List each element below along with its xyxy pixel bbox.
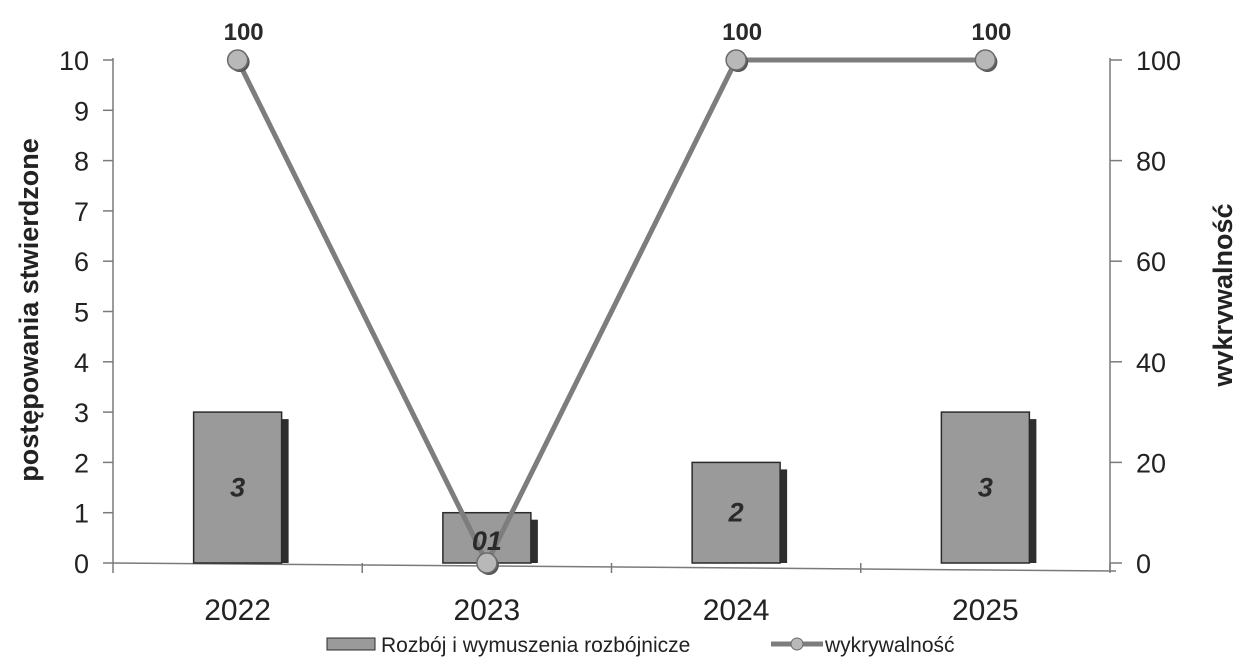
bar-value-label: 2: [728, 498, 744, 528]
bar: [442, 511, 532, 564]
y2-tick-label: 20: [1136, 448, 1166, 478]
legend-line-marker: [790, 637, 804, 651]
x-tick-label: 2023: [454, 594, 521, 627]
y-tick-label: 5: [74, 298, 89, 328]
line-path: [235, 57, 986, 569]
bar: [192, 411, 283, 564]
line-marker: [725, 49, 747, 71]
point-value-label: 100: [722, 19, 762, 46]
x-tick-label: 2022: [204, 594, 271, 627]
point-value-label: 100: [971, 19, 1011, 46]
line-series: [226, 49, 998, 575]
x-tick-label: 2024: [703, 594, 770, 627]
legend-bar-swatch: [326, 637, 376, 651]
legend: Rozbój i wymuszenia rozbójnicze wykrywaln…: [326, 634, 955, 657]
line-marker: [476, 552, 498, 574]
y-tick-label: 7: [74, 197, 89, 227]
bar-series: [192, 411, 1037, 564]
y-tick-label: 3: [74, 398, 89, 428]
legend-label-bars: Rozbój i wymuszenia rozbójnicze: [381, 634, 690, 657]
y2-tick-label: 0: [1136, 549, 1151, 579]
bar-value-label: 3: [230, 473, 245, 503]
y2-tick-label: 80: [1136, 147, 1166, 177]
y-tick-label: 10: [59, 46, 89, 76]
y-tick-label: 6: [74, 247, 89, 277]
x-axis-line: [112, 562, 1117, 572]
y-tick-label: 8: [74, 147, 89, 177]
bar: [691, 461, 781, 564]
line-marker: [226, 49, 249, 71]
x-tick-label: 2025: [952, 594, 1019, 627]
y2-tick-label: 100: [1136, 46, 1181, 76]
legend-label-line: wykrywalność: [824, 634, 955, 657]
bar-value-label: 01: [472, 526, 502, 556]
y-tick-label: 2: [74, 448, 89, 478]
y-axis-title: postępowania stwierdzone: [14, 138, 44, 482]
y2-axis-title: wykrywalność: [1208, 203, 1233, 387]
y2-tick-label: 60: [1136, 247, 1166, 277]
line-marker: [974, 49, 997, 71]
bar: [940, 411, 1031, 564]
y-tick-label: 9: [74, 96, 89, 126]
y-tick-label: 4: [74, 348, 89, 378]
y-tick-label: 1: [74, 499, 89, 529]
data-labels: 3 01 2 3 100 100 100: [224, 19, 1012, 556]
point-value-label: 100: [224, 19, 264, 46]
y2-tick-label: 40: [1136, 348, 1166, 378]
bar-value-label: 3: [978, 473, 993, 503]
y-tick-label: 0: [74, 549, 89, 579]
